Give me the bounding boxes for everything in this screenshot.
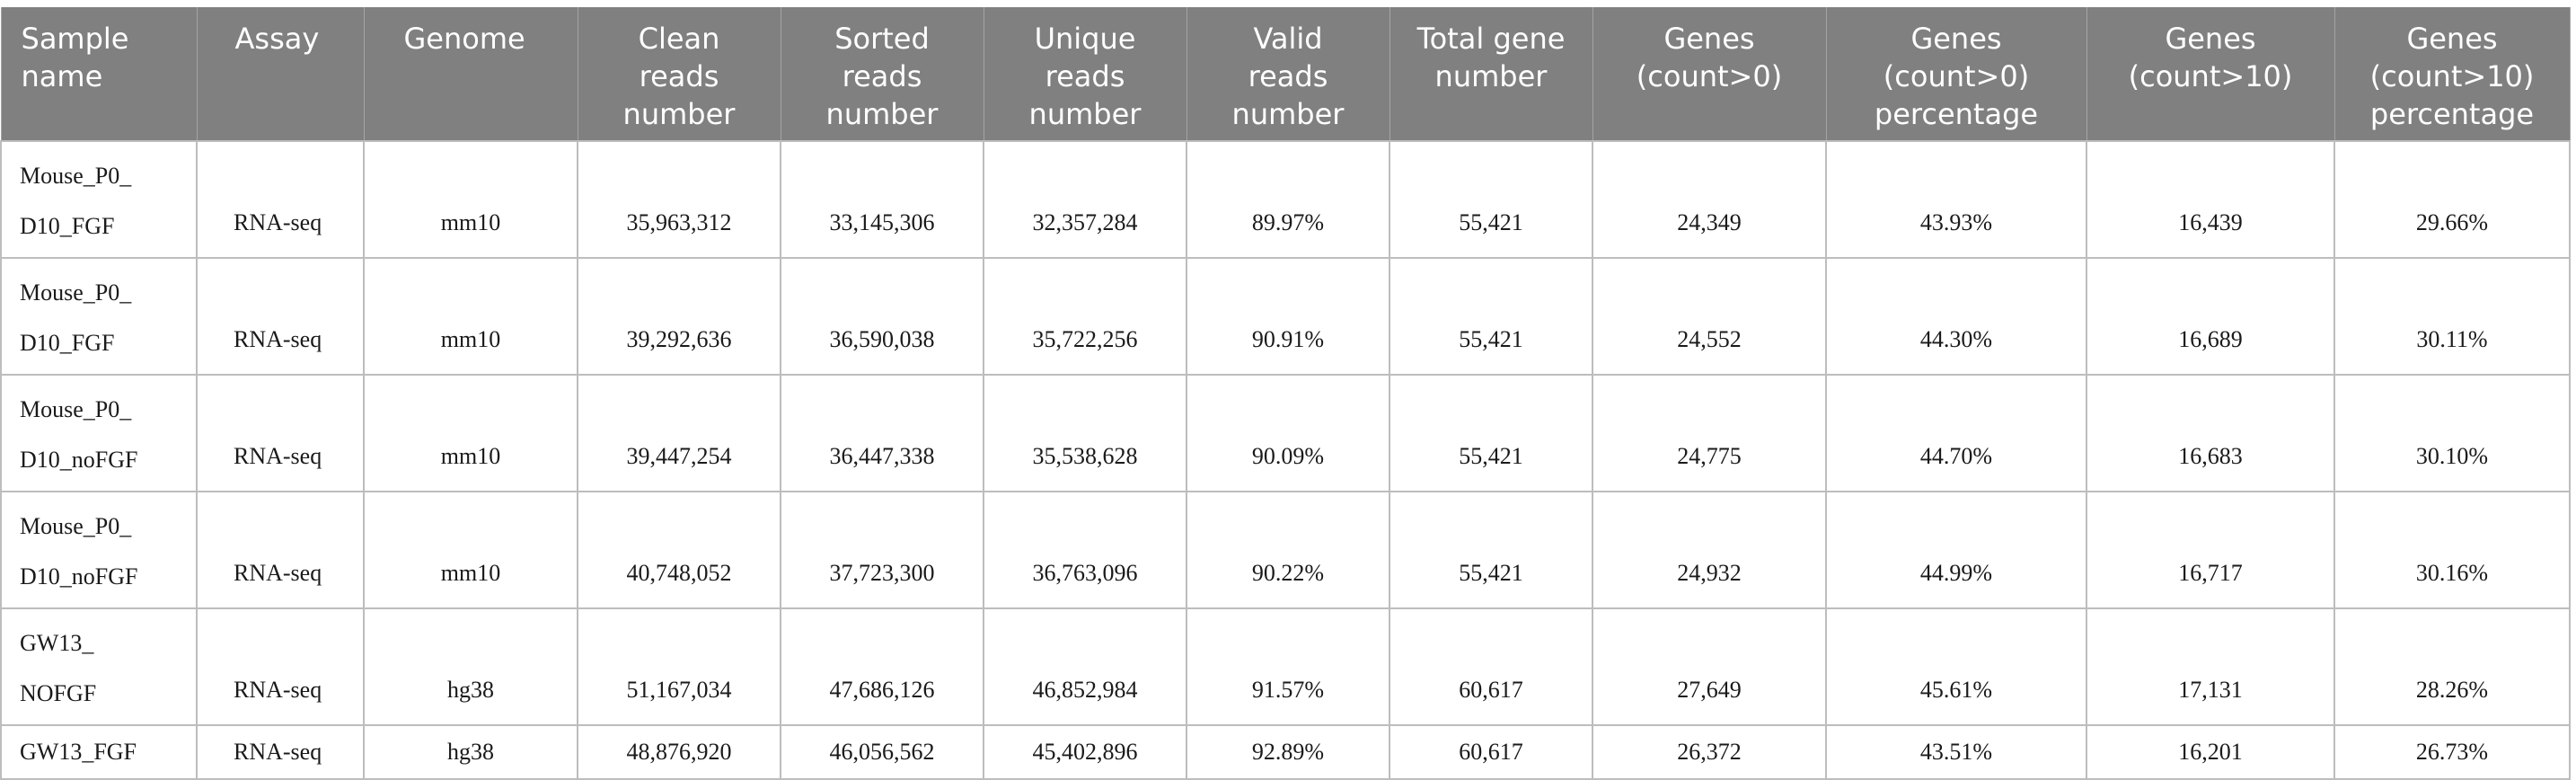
cell-unique-reads: 35,722,256: [983, 257, 1187, 376]
cell-genes-count-gt10: 16,439: [2086, 140, 2335, 259]
header-total-gene-number: Total gene number: [1389, 7, 1593, 141]
cell-genes-count-gt0: 24,775: [1592, 374, 1827, 492]
cell-sample-name: GW13_ NOFGF: [0, 607, 198, 726]
cell-unique-reads: 45,402,896: [983, 724, 1187, 780]
cell-genes-count-gt0-percentage: 44.30%: [1825, 257, 2087, 376]
cell-sorted-reads: 36,447,338: [780, 374, 984, 492]
cell-total-gene-number: 55,421: [1389, 374, 1593, 492]
cell-genes-count-gt0: 24,932: [1592, 491, 1827, 609]
cell-unique-reads: 32,357,284: [983, 140, 1187, 259]
cell-valid-reads: 90.22%: [1186, 491, 1390, 609]
cell-valid-reads: 90.91%: [1186, 257, 1390, 376]
header-genes-count-gt10: Genes (count>10): [2086, 7, 2335, 141]
cell-assay: RNA-seq: [196, 607, 365, 726]
cell-genes-count-gt0: 24,552: [1592, 257, 1827, 376]
cell-genes-count-gt0-percentage: 43.93%: [1825, 140, 2087, 259]
cell-unique-reads: 46,852,984: [983, 607, 1187, 726]
cell-genes-count-gt10-percentage: 30.10%: [2333, 374, 2571, 492]
cell-assay: RNA-seq: [196, 140, 365, 259]
cell-genes-count-gt0-percentage: 44.99%: [1825, 491, 2087, 609]
cell-genome: hg38: [363, 607, 578, 726]
table-row: Mouse_P0_ D10_noFGF RNA-seq mm10 40,748,…: [0, 491, 2571, 609]
header-clean-reads: Clean reads number: [577, 7, 781, 141]
cell-genome: hg38: [363, 724, 578, 780]
cell-genes-count-gt10: 16,683: [2086, 374, 2335, 492]
header-sorted-reads: Sorted reads number: [780, 7, 984, 141]
cell-unique-reads: 35,538,628: [983, 374, 1187, 492]
table-row: Mouse_P0_ D10_noFGF RNA-seq mm10 39,447,…: [0, 374, 2571, 492]
cell-assay: RNA-seq: [196, 491, 365, 609]
sample-name-text: Mouse_P0_ D10_noFGF: [20, 513, 138, 589]
header-sample-name: Sample name: [0, 7, 198, 141]
cell-genes-count-gt10: 17,131: [2086, 607, 2335, 726]
cell-genes-count-gt10-percentage: 28.26%: [2333, 607, 2571, 726]
cell-sorted-reads: 36,590,038: [780, 257, 984, 376]
data-table: Sample name Assay Genome Clean reads num…: [0, 7, 2571, 780]
cell-assay: RNA-seq: [196, 374, 365, 492]
cell-sample-name: GW13_FGF: [0, 724, 198, 780]
cell-total-gene-number: 55,421: [1389, 140, 1593, 259]
cell-genome: mm10: [363, 257, 578, 376]
cell-valid-reads: 89.97%: [1186, 140, 1390, 259]
cell-sample-name: Mouse_P0_ D10_FGF: [0, 257, 198, 376]
cell-genes-count-gt10-percentage: 26.73%: [2333, 724, 2571, 780]
table-row: GW13_FGF RNA-seq hg38 48,876,920 46,056,…: [0, 724, 2571, 780]
sample-name-text: GW13_FGF: [20, 739, 137, 765]
cell-sorted-reads: 37,723,300: [780, 491, 984, 609]
header-genes-count-gt0: Genes (count>0): [1592, 7, 1827, 141]
cell-genome: mm10: [363, 491, 578, 609]
cell-sample-name: Mouse_P0_ D10_noFGF: [0, 374, 198, 492]
header-assay: Assay: [196, 7, 365, 141]
cell-total-gene-number: 55,421: [1389, 491, 1593, 609]
cell-clean-reads: 39,447,254: [577, 374, 781, 492]
header-row: Sample name Assay Genome Clean reads num…: [0, 7, 2571, 141]
cell-assay: RNA-seq: [196, 724, 365, 780]
cell-total-gene-number: 55,421: [1389, 257, 1593, 376]
table-row: Mouse_P0_ D10_FGF RNA-seq mm10 39,292,63…: [0, 257, 2571, 376]
cell-genes-count-gt10: 16,689: [2086, 257, 2335, 376]
cell-valid-reads: 92.89%: [1186, 724, 1390, 780]
cell-sample-name: Mouse_P0_ D10_FGF: [0, 140, 198, 259]
cell-valid-reads: 91.57%: [1186, 607, 1390, 726]
cell-sorted-reads: 33,145,306: [780, 140, 984, 259]
header-valid-reads: Valid reads number: [1186, 7, 1390, 141]
cell-genes-count-gt10: 16,201: [2086, 724, 2335, 780]
cell-genome: mm10: [363, 374, 578, 492]
cell-unique-reads: 36,763,096: [983, 491, 1187, 609]
cell-genes-count-gt10-percentage: 30.11%: [2333, 257, 2571, 376]
sample-name-text: Mouse_P0_ D10_noFGF: [20, 396, 138, 473]
cell-genes-count-gt0-percentage: 43.51%: [1825, 724, 2087, 780]
table-row: Mouse_P0_ D10_FGF RNA-seq mm10 35,963,31…: [0, 140, 2571, 259]
cell-genes-count-gt0-percentage: 44.70%: [1825, 374, 2087, 492]
cell-sample-name: Mouse_P0_ D10_noFGF: [0, 491, 198, 609]
header-unique-reads: Unique reads number: [983, 7, 1187, 141]
sample-name-text: Mouse_P0_ D10_FGF: [20, 163, 132, 239]
cell-genes-count-gt0-percentage: 45.61%: [1825, 607, 2087, 726]
cell-clean-reads: 35,963,312: [577, 140, 781, 259]
cell-sorted-reads: 46,056,562: [780, 724, 984, 780]
cell-genes-count-gt0: 26,372: [1592, 724, 1827, 780]
cell-total-gene-number: 60,617: [1389, 607, 1593, 726]
table-row: GW13_ NOFGF RNA-seq hg38 51,167,034 47,6…: [0, 607, 2571, 726]
cell-genes-count-gt10: 16,717: [2086, 491, 2335, 609]
cell-total-gene-number: 60,617: [1389, 724, 1593, 780]
cell-valid-reads: 90.09%: [1186, 374, 1390, 492]
sample-name-text: Mouse_P0_ D10_FGF: [20, 279, 132, 356]
cell-genes-count-gt0: 27,649: [1592, 607, 1827, 726]
cell-genes-count-gt10-percentage: 29.66%: [2333, 140, 2571, 259]
cell-sorted-reads: 47,686,126: [780, 607, 984, 726]
cell-genome: mm10: [363, 140, 578, 259]
cell-clean-reads: 48,876,920: [577, 724, 781, 780]
sample-name-text: GW13_ NOFGF: [20, 630, 97, 706]
cell-clean-reads: 40,748,052: [577, 491, 781, 609]
cell-genes-count-gt10-percentage: 30.16%: [2333, 491, 2571, 609]
cell-clean-reads: 51,167,034: [577, 607, 781, 726]
header-genome: Genome: [363, 7, 578, 141]
header-genes-count-gt10-percentage: Genes (count>10) percentage: [2333, 7, 2571, 141]
cell-clean-reads: 39,292,636: [577, 257, 781, 376]
cell-assay: RNA-seq: [196, 257, 365, 376]
cell-genes-count-gt0: 24,349: [1592, 140, 1827, 259]
header-genes-count-gt0-percentage: Genes (count>0) percentage: [1825, 7, 2087, 141]
